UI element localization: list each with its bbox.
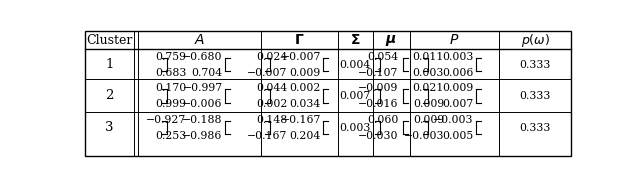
Text: 0.021: 0.021 [413, 83, 444, 93]
Text: 0.054: 0.054 [367, 52, 399, 62]
Text: 0.333: 0.333 [520, 91, 551, 101]
Bar [85, 31, 571, 156]
Text: 0.009: 0.009 [413, 99, 444, 109]
Text: −0.007: −0.007 [247, 68, 287, 78]
Text: 0.034: 0.034 [290, 99, 321, 109]
Text: 0.044: 0.044 [257, 83, 287, 93]
Text: 0.204: 0.204 [290, 131, 321, 141]
Text: 0.009: 0.009 [290, 68, 321, 78]
Text: 0.004: 0.004 [340, 60, 371, 70]
Text: 1: 1 [105, 58, 113, 71]
Text: Cluster: Cluster [86, 33, 132, 47]
Text: 0.007: 0.007 [340, 91, 371, 101]
Text: 0.060: 0.060 [367, 115, 399, 125]
Text: 0.009: 0.009 [413, 115, 444, 125]
Text: 0.333: 0.333 [520, 60, 551, 70]
Text: 0.003: 0.003 [413, 68, 444, 78]
Text: $\mathbf{\mathit{P}}$: $\mathbf{\mathit{P}}$ [449, 33, 460, 47]
Text: 0.333: 0.333 [520, 123, 551, 133]
Text: −0.188: −0.188 [182, 115, 223, 125]
Text: $\mathbf{\Gamma}$: $\mathbf{\Gamma}$ [294, 33, 305, 47]
Text: −0.009: −0.009 [358, 83, 399, 93]
Text: 3: 3 [105, 121, 113, 134]
Text: 0.007: 0.007 [442, 99, 473, 109]
Text: −0.986: −0.986 [182, 131, 223, 141]
Text: 2: 2 [105, 89, 113, 102]
Text: 0.002: 0.002 [289, 83, 321, 93]
Text: 0.024: 0.024 [257, 52, 287, 62]
Text: $\mathbf{\Sigma}$: $\mathbf{\Sigma}$ [350, 33, 360, 47]
Text: $\mathbf{\mathit{A}}$: $\mathbf{\mathit{A}}$ [194, 33, 205, 47]
Text: 0.005: 0.005 [442, 131, 473, 141]
Text: −0.007: −0.007 [280, 52, 321, 62]
Text: 0.006: 0.006 [442, 68, 473, 78]
Text: −0.016: −0.016 [358, 99, 399, 109]
Text: −0.997: −0.997 [182, 83, 223, 93]
Text: 0.003: 0.003 [442, 52, 473, 62]
Text: $p(\omega)$: $p(\omega)$ [520, 31, 550, 49]
Text: −0.927: −0.927 [146, 115, 186, 125]
Text: −0.006: −0.006 [182, 99, 223, 109]
Text: 0.009: 0.009 [442, 83, 473, 93]
Text: 0.170: 0.170 [155, 83, 186, 93]
Text: 0.759: 0.759 [156, 52, 186, 62]
Text: −0.107: −0.107 [358, 68, 399, 78]
Text: −0.003: −0.003 [433, 115, 473, 125]
Text: 0.253: 0.253 [155, 131, 186, 141]
Text: −0.167: −0.167 [247, 131, 287, 141]
Text: 0.002: 0.002 [256, 99, 287, 109]
Text: −0.167: −0.167 [280, 115, 321, 125]
Text: 0.704: 0.704 [191, 68, 223, 78]
Text: −0.030: −0.030 [358, 131, 399, 141]
Text: 0.148: 0.148 [257, 115, 287, 125]
Text: 0.003: 0.003 [340, 123, 371, 133]
Text: −0.680: −0.680 [182, 52, 223, 62]
Text: 0.011: 0.011 [413, 52, 444, 62]
Text: 0.999: 0.999 [156, 99, 186, 109]
Text: −0.003: −0.003 [404, 131, 444, 141]
Text: $\boldsymbol{\mu}$: $\boldsymbol{\mu}$ [385, 33, 397, 48]
Text: 0.683: 0.683 [155, 68, 186, 78]
